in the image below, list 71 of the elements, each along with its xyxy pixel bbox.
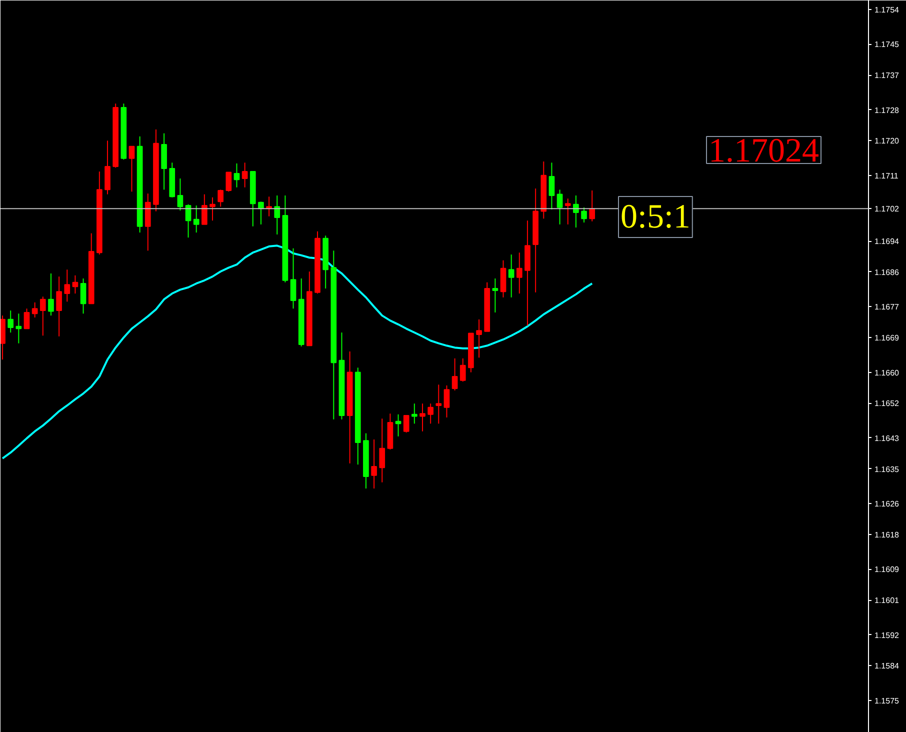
text: 0:5:1 xyxy=(620,198,690,236)
candlestick xyxy=(452,358,458,391)
candlestick xyxy=(234,162,240,188)
candlestick xyxy=(556,189,563,225)
candlestick xyxy=(476,318,482,358)
candlestick xyxy=(161,132,167,190)
candlestick xyxy=(144,193,151,252)
y-tick-label: 1.1686 xyxy=(874,268,900,277)
y-tick-label: 1.1575 xyxy=(874,696,900,706)
candlestick xyxy=(210,196,216,222)
y-tick-label: 1.1601 xyxy=(874,596,900,606)
candlestick xyxy=(573,194,579,228)
candlestick xyxy=(242,162,248,188)
y-tick-label: 1.1677 xyxy=(874,302,900,312)
candlestick xyxy=(564,198,571,225)
candlestick xyxy=(177,178,184,212)
candlestick xyxy=(202,194,208,225)
candlestick xyxy=(226,172,232,192)
candlestick xyxy=(403,415,410,434)
candlestick xyxy=(8,310,14,334)
candlestick xyxy=(104,140,110,195)
y-tick-label: 1.1592 xyxy=(874,630,900,640)
candlestick xyxy=(290,248,296,310)
candlestick xyxy=(128,146,135,192)
y-tick-label: 1.1669 xyxy=(874,334,900,343)
y-tick-label: 1.1745 xyxy=(874,40,900,50)
candlestick xyxy=(48,272,54,316)
y-tick-label: 1.1635 xyxy=(874,464,900,474)
y-tick-label: 1.1584 xyxy=(874,662,900,671)
candlestick xyxy=(274,194,280,235)
candlestick xyxy=(589,190,596,222)
candlestick xyxy=(32,302,38,318)
candlestick xyxy=(436,384,442,424)
ref-line-label: 1.1702 xyxy=(874,204,900,214)
candlestick xyxy=(428,403,434,424)
candlestick xyxy=(581,206,587,223)
candlestick xyxy=(548,162,555,210)
candlestick xyxy=(379,418,386,483)
candlestick xyxy=(64,269,70,302)
text: 1.17024 xyxy=(708,132,819,170)
y-tick-label: 1.1711 xyxy=(874,171,899,180)
y-tick-label: 1.1754 xyxy=(874,5,900,14)
candlestick xyxy=(72,274,78,294)
y-tick-label: 1.1609 xyxy=(874,565,900,574)
candlestick xyxy=(492,278,498,313)
candlestick xyxy=(0,315,6,360)
candlestick xyxy=(460,358,466,382)
y-tick-label: 1.1728 xyxy=(874,106,900,115)
candlestick xyxy=(24,308,30,330)
candlestick xyxy=(500,260,506,298)
candlestick xyxy=(40,296,46,336)
candlestick xyxy=(193,205,200,234)
candlestick xyxy=(16,313,22,344)
line-series xyxy=(2,244,594,460)
candlestick xyxy=(218,189,224,208)
y-tick-label: 1.1626 xyxy=(874,500,900,509)
candlestick xyxy=(508,254,514,298)
y-tick-label: 1.1618 xyxy=(874,530,900,540)
candlestick xyxy=(371,438,377,489)
y-tick-label: 1.1660 xyxy=(874,368,900,378)
y-tick-label: 1.1737 xyxy=(874,71,900,80)
candlestick xyxy=(411,403,418,424)
candlestick xyxy=(56,276,62,337)
y-tick-label: 1.1720 xyxy=(874,136,900,146)
y-tick-label: 1.1652 xyxy=(874,399,900,408)
candlestick xyxy=(444,384,450,418)
candlestick xyxy=(420,403,426,432)
y-tick-label: 1.1643 xyxy=(874,434,900,443)
candlestick xyxy=(516,252,522,294)
y-tick-label: 1.1694 xyxy=(874,237,900,246)
candlestick xyxy=(80,278,86,314)
